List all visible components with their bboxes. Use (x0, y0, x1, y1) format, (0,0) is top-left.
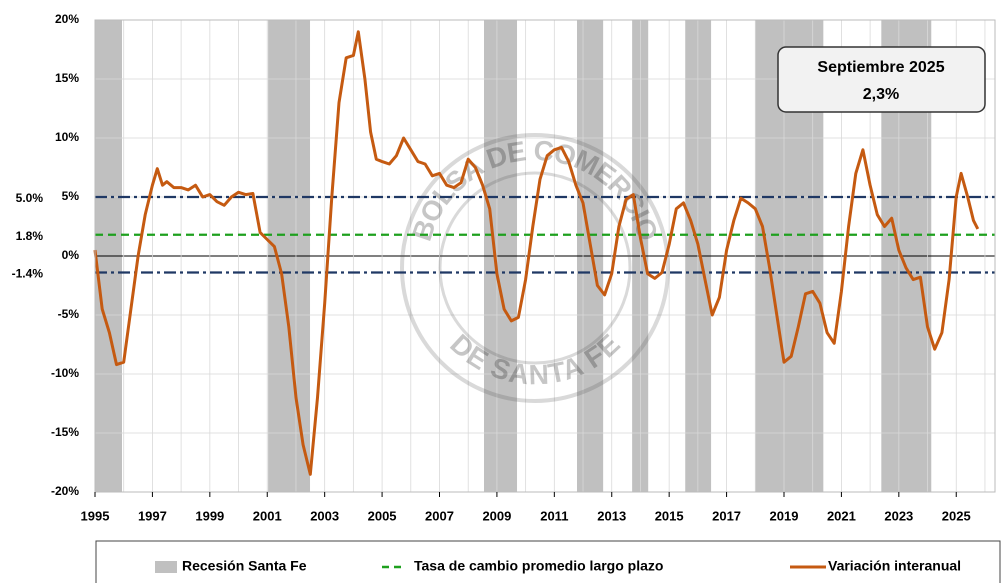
legend-label: Variación interanual (828, 558, 961, 574)
y-tick-label: 15% (55, 71, 79, 85)
x-tick-label: 2019 (770, 508, 799, 523)
reference-label: -1.4% (12, 267, 44, 281)
x-tick-label: 1995 (81, 508, 110, 523)
x-tick-label: 1999 (195, 508, 224, 523)
legend-box (95, 540, 1001, 583)
legend-label: Recesión Santa Fe (182, 558, 307, 574)
x-tick-label: 1997 (138, 508, 167, 523)
legend-label: Tasa de cambio promedio largo plazo (414, 558, 663, 574)
y-tick-label: -5% (58, 307, 80, 321)
annotation-title: Septiembre 2025 (817, 59, 944, 76)
y-tick-label: -15% (51, 425, 79, 439)
x-tick-label: 2013 (597, 508, 626, 523)
y-tick-label: 20% (55, 12, 79, 26)
annotation-box (777, 46, 986, 113)
x-tick-label: 2007 (425, 508, 454, 523)
x-tick-label: 2021 (827, 508, 856, 523)
watermark-text: BOLSA DE COMERCIO (406, 135, 664, 245)
x-tick-label: 2023 (884, 508, 913, 523)
watermark-ring (438, 171, 632, 365)
x-tick-label: 2009 (482, 508, 511, 523)
y-tick-label: 5% (62, 189, 80, 203)
x-tick-label: 2017 (712, 508, 741, 523)
watermark-text: BOLSA DE COMERCIO (406, 135, 664, 245)
reference-label: 5.0% (16, 191, 44, 205)
legend-swatch (155, 561, 177, 573)
y-tick-label: 10% (55, 130, 79, 144)
plot-border (94, 19, 996, 493)
x-tick-label: 2015 (655, 508, 684, 523)
watermark-ring (400, 133, 670, 403)
y-tick-label: -10% (51, 366, 79, 380)
x-tick-label: 2005 (368, 508, 397, 523)
x-tick-label: 2003 (310, 508, 339, 523)
y-tick-label: 0% (62, 248, 80, 262)
reference-label: 1.8% (16, 229, 44, 243)
data-line (93, 30, 980, 476)
x-tick-label: 2001 (253, 508, 282, 523)
y-tick-label: -20% (51, 484, 79, 498)
x-tick-label: 2025 (942, 508, 971, 523)
x-tick-label: 2011 (540, 508, 568, 523)
annotation-text: 2,3% (863, 86, 899, 103)
